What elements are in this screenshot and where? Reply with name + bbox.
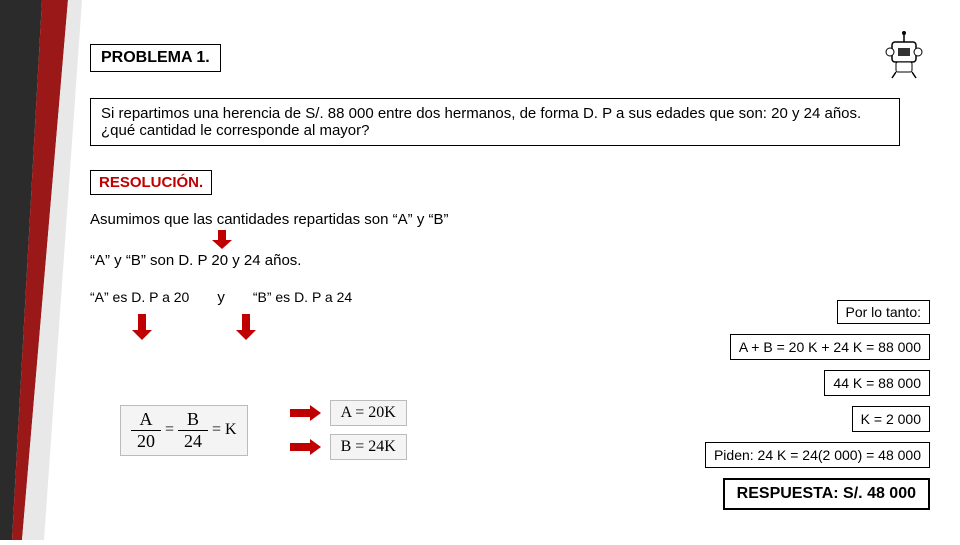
left-accent bbox=[0, 0, 82, 540]
step-k: K = 2 000 bbox=[852, 406, 930, 432]
b-dp-text: “B” es D. P a 24 bbox=[253, 289, 352, 305]
arrow-right-icon bbox=[288, 438, 322, 456]
arrow-down-icon bbox=[234, 312, 258, 342]
fraction-equation: A20 = B24 = K bbox=[120, 405, 248, 456]
sum-equation: A + B = 20 K + 24 K = 88 000 bbox=[730, 334, 930, 360]
arrow-down-icon bbox=[210, 228, 234, 250]
answer-box: RESPUESTA: S/. 48 000 bbox=[723, 478, 930, 510]
a-dp-text: “A” es D. P a 20 bbox=[90, 289, 189, 305]
arrow-right-icon bbox=[288, 404, 322, 422]
resolution-heading: RESOLUCIÓN. bbox=[90, 170, 212, 195]
problem-statement: Si repartimos una herencia de S/. 88 000… bbox=[90, 98, 900, 146]
final-calc: Piden: 24 K = 24(2 000) = 48 000 bbox=[705, 442, 930, 468]
problem-title: PROBLEMA 1. bbox=[90, 44, 221, 72]
therefore-label: Por lo tanto: bbox=[837, 300, 931, 324]
equations-area: A20 = B24 = K A = 20K B = 24K bbox=[120, 400, 407, 460]
dp-line: “A” y “B” son D. P 20 y 24 años. bbox=[90, 252, 940, 269]
step-44k: 44 K = 88 000 bbox=[824, 370, 930, 396]
arrow-down-icon bbox=[130, 312, 154, 342]
assumption-line: Asumimos que las cantidades repartidas s… bbox=[90, 211, 940, 228]
eq-a: A = 20K bbox=[330, 400, 407, 426]
y-text: y bbox=[217, 289, 225, 306]
eq-b: B = 24K bbox=[330, 434, 407, 460]
